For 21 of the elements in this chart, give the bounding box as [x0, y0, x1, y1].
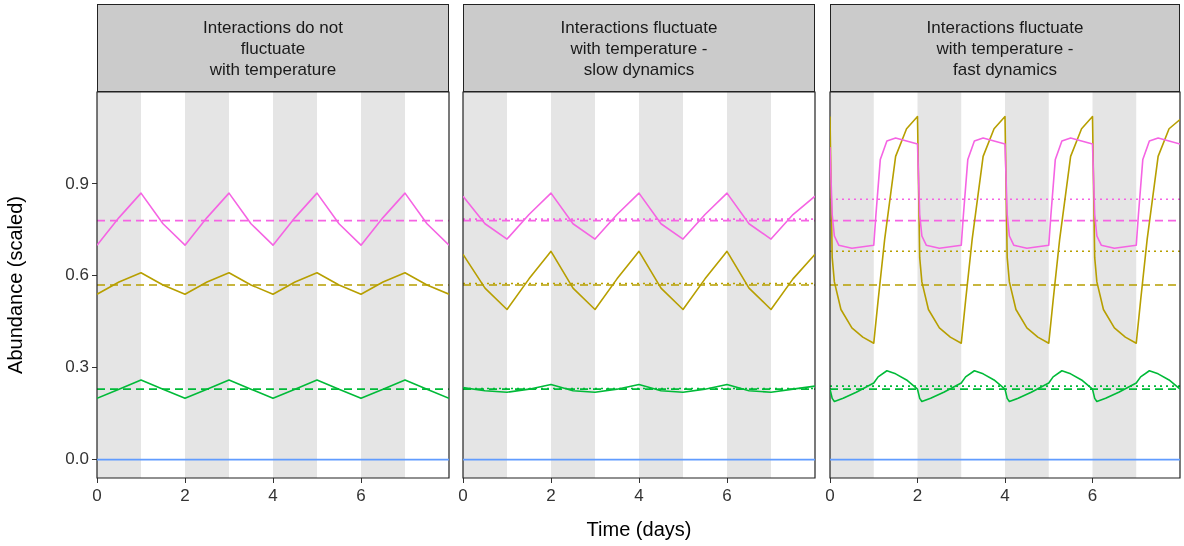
- y-axis-title: Abundance (scaled): [3, 196, 26, 374]
- x-tick-label: 0: [825, 485, 835, 505]
- x-tick-label: 6: [1087, 485, 1098, 505]
- y-tick-label: 0.9: [65, 173, 89, 193]
- x-tick-label: 2: [180, 485, 190, 505]
- x-tick-label: 0: [458, 485, 468, 505]
- x-tick-label: 4: [634, 485, 644, 505]
- y-tick-label: 0.6: [65, 265, 89, 285]
- x-tick-label: 2: [912, 485, 923, 505]
- x-tick-label: 4: [268, 485, 278, 505]
- x-tick-label: 2: [546, 485, 556, 505]
- x-axis-title: Time (days): [586, 517, 692, 540]
- chart-title: Interactions do not fluctuate with temperature: [97, 4, 449, 92]
- x-tick-label: 4: [1000, 485, 1010, 505]
- chart-title: Interactions fluctuate with temperature - slow dynamics: [463, 4, 815, 92]
- y-tick-label: 0.0: [65, 449, 89, 469]
- x-tick-label: 6: [722, 485, 732, 505]
- x-tick-label: 6: [356, 485, 366, 505]
- chart-title: Interactions fluctuate with temperature - fast dynamics: [830, 4, 1180, 92]
- y-tick-label: 0.3: [65, 357, 89, 377]
- x-tick-label: 0: [92, 485, 102, 505]
